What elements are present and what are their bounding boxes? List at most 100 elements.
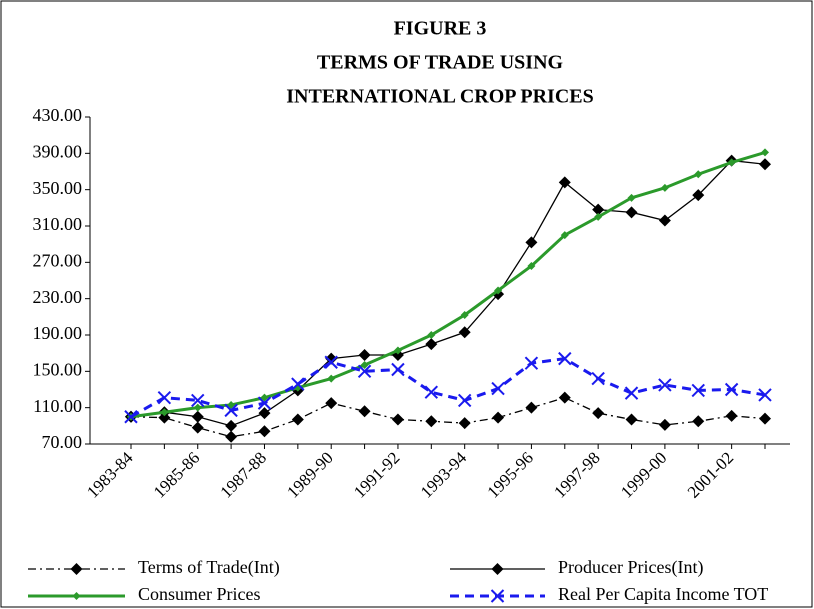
marker — [694, 170, 703, 179]
marker — [425, 338, 438, 351]
chart-title: FIGURE 3 — [394, 18, 487, 40]
marker — [692, 415, 705, 428]
legend-label: Consumer Prices — [138, 584, 260, 604]
marker — [524, 356, 539, 370]
marker — [458, 417, 471, 430]
marker — [658, 378, 672, 392]
series-line — [130, 357, 766, 419]
legend-label: Producer Prices(Int) — [558, 557, 703, 578]
legend-marker — [490, 589, 505, 603]
marker — [427, 331, 436, 339]
marker — [692, 189, 705, 202]
marker — [191, 410, 204, 423]
marker — [624, 386, 639, 400]
marker — [761, 148, 769, 157]
marker-stroke — [558, 351, 572, 366]
marker — [525, 401, 538, 414]
marker — [525, 236, 538, 249]
marker — [591, 371, 605, 386]
marker — [625, 413, 638, 426]
marker — [625, 206, 638, 219]
marker — [725, 409, 738, 422]
marker — [393, 346, 402, 355]
marker — [391, 362, 405, 377]
marker-stroke — [224, 403, 238, 418]
marker — [260, 393, 269, 402]
marker — [492, 411, 505, 424]
marker — [191, 393, 205, 408]
chart-title: INTERNATIONAL CROP PRICES — [286, 86, 593, 108]
marker — [358, 405, 371, 418]
marker — [560, 231, 569, 240]
marker-stroke — [391, 362, 405, 377]
chart-title: TERMS OF TRADE USING — [317, 52, 564, 74]
marker-stroke — [191, 393, 205, 408]
marker — [627, 193, 636, 202]
marker — [460, 311, 469, 320]
marker — [724, 382, 739, 397]
marker-stroke — [424, 385, 439, 399]
marker-stroke — [658, 378, 672, 392]
y-tick-label: 270.00 — [33, 250, 83, 270]
marker — [325, 352, 338, 365]
marker-stroke — [257, 396, 272, 410]
marker — [160, 408, 169, 417]
marker-stroke — [524, 356, 539, 370]
marker-stroke — [724, 382, 739, 397]
marker — [358, 348, 371, 361]
marker — [592, 203, 605, 216]
marker — [325, 397, 338, 410]
legend-marker — [491, 563, 504, 575]
marker-stroke — [624, 386, 639, 400]
marker — [658, 418, 671, 431]
marker — [494, 286, 503, 295]
marker-stroke — [691, 383, 705, 398]
marker — [193, 403, 202, 412]
marker — [458, 326, 471, 339]
marker — [759, 158, 771, 171]
y-tick-label: 350.00 — [33, 178, 83, 198]
marker-stroke — [491, 381, 505, 396]
marker — [594, 212, 603, 221]
legend-label: Real Per Capita Income TOT — [558, 584, 768, 604]
marker — [457, 393, 472, 408]
series-line — [130, 396, 766, 438]
y-tick-label: 430.00 — [33, 105, 83, 125]
marker-stroke — [490, 589, 505, 603]
series-line — [130, 150, 766, 419]
marker-stroke — [357, 364, 372, 379]
marker — [124, 410, 138, 424]
marker — [157, 390, 172, 405]
marker — [558, 351, 572, 366]
legend-label: Terms of Trade(Int) — [138, 557, 280, 578]
marker — [258, 407, 271, 420]
marker — [658, 214, 671, 227]
marker — [391, 413, 404, 426]
marker — [360, 360, 369, 369]
marker — [191, 421, 204, 434]
marker — [257, 396, 272, 410]
marker — [691, 383, 705, 398]
marker — [527, 261, 536, 270]
marker — [357, 364, 372, 379]
marker-stroke — [291, 377, 305, 391]
marker — [258, 425, 271, 438]
marker — [424, 385, 439, 399]
marker-stroke — [591, 371, 605, 386]
marker — [758, 388, 772, 402]
y-tick-label: 150.00 — [33, 359, 83, 379]
legend-marker — [72, 592, 81, 600]
marker — [324, 355, 338, 369]
marker-stroke — [157, 390, 172, 405]
series-line — [130, 159, 766, 427]
marker — [660, 183, 669, 192]
legend-marker — [70, 563, 83, 575]
marker — [727, 158, 736, 167]
marker — [558, 391, 571, 404]
marker — [592, 407, 605, 420]
marker — [225, 419, 238, 432]
y-tick-label: 110.00 — [33, 396, 82, 416]
marker-stroke — [324, 355, 338, 369]
